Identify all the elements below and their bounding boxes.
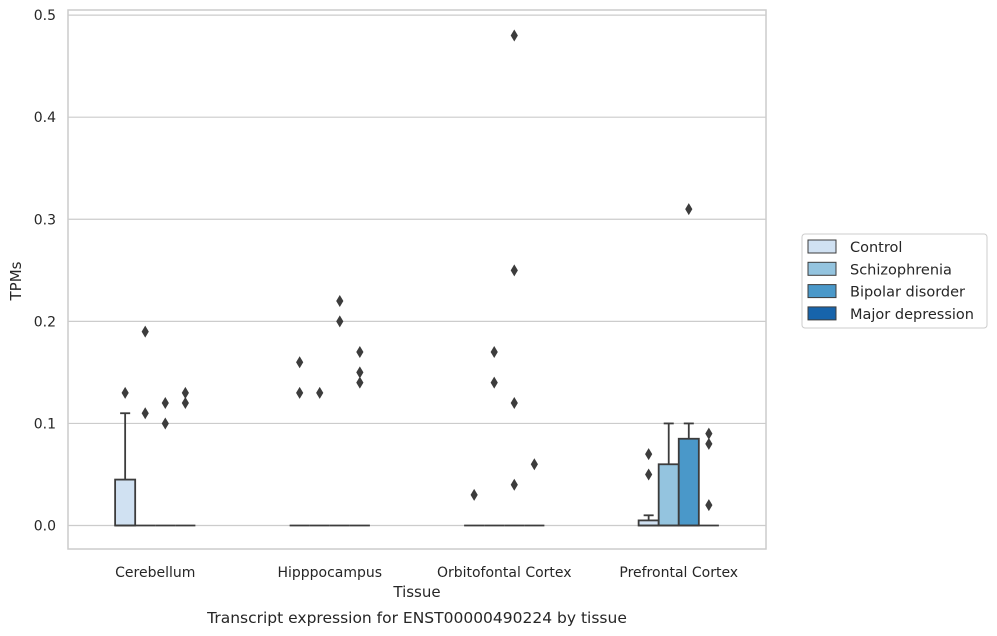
box-iqr [114, 478, 137, 527]
x-axis-ticks: Cerebellum Hipppocampus Orbitofontal Corte… [115, 565, 738, 581]
box-iqr [677, 437, 700, 527]
y-tick-label: 0.3 [34, 212, 56, 228]
outlier-point [161, 397, 169, 410]
y-tick-label: 0.5 [34, 8, 56, 24]
outlier-point [121, 386, 129, 399]
plot-frame [67, 9, 767, 550]
outlier-point [336, 315, 344, 328]
y-tick-label: 0.0 [34, 519, 56, 535]
outlier-point [705, 499, 713, 512]
outlier-point [490, 376, 498, 389]
box-0-0 [114, 412, 137, 527]
outlier-point [336, 294, 344, 307]
x-tick-label: Hipppocampus [277, 565, 382, 581]
x-axis-label: Tissue [392, 583, 440, 601]
outlier-point [181, 386, 189, 399]
box-iqr [657, 463, 680, 527]
legend-label: Bipolar disorder [850, 285, 965, 301]
outlier-point [645, 448, 653, 461]
y-axis-label: TPMs [7, 261, 25, 301]
outlier-point [141, 407, 149, 420]
outlier-point [470, 488, 478, 501]
outlier-point [705, 427, 713, 440]
legend-label: Control [850, 240, 902, 256]
box-3-0 [637, 514, 660, 527]
outlier-point [705, 437, 713, 450]
chart-caption: Transcript expression for ENST0000049022… [206, 609, 627, 627]
boxes [114, 412, 719, 527]
legend-swatch [807, 306, 837, 321]
outlier-point [490, 345, 498, 358]
legend-swatch [807, 284, 837, 299]
outlier-point [510, 478, 518, 491]
legend-frame [801, 233, 988, 329]
legend-label: Major depression [850, 307, 974, 323]
outlier-point [316, 386, 324, 399]
x-tick-label: Cerebellum [115, 565, 195, 581]
y-tick-label: 0.1 [34, 416, 56, 432]
outlier-point [510, 264, 518, 277]
outlier-point [141, 325, 149, 338]
outlier-points [121, 29, 713, 512]
outlier-point [530, 458, 538, 471]
y-tick-label: 0.4 [34, 110, 56, 126]
box-3-2 [677, 422, 700, 527]
outlier-point [296, 386, 304, 399]
outlier-point [296, 356, 304, 369]
legend: Control Schizophrenia Bipolar disorder Majo… [801, 233, 988, 329]
outlier-point [645, 468, 653, 481]
legend-swatch [807, 239, 837, 254]
y-axis-ticks: 0.0 0.1 0.2 0.3 0.4 0.5 [34, 8, 56, 534]
grid-lines [68, 14, 766, 527]
box-3-1 [657, 422, 680, 527]
outlier-point [161, 417, 169, 430]
legend-swatch [807, 261, 837, 276]
outlier-point [356, 376, 364, 389]
outlier-point [181, 397, 189, 410]
outlier-point [510, 29, 518, 42]
outlier-point [685, 203, 693, 216]
outlier-point [356, 366, 364, 379]
y-tick-label: 0.2 [34, 314, 56, 330]
outlier-point [510, 397, 518, 410]
x-tick-label: Orbitofontal Cortex [437, 565, 572, 581]
outlier-point [356, 345, 364, 358]
legend-label: Schizophrenia [850, 262, 952, 278]
x-tick-label: Prefrontal Cortex [619, 565, 738, 581]
